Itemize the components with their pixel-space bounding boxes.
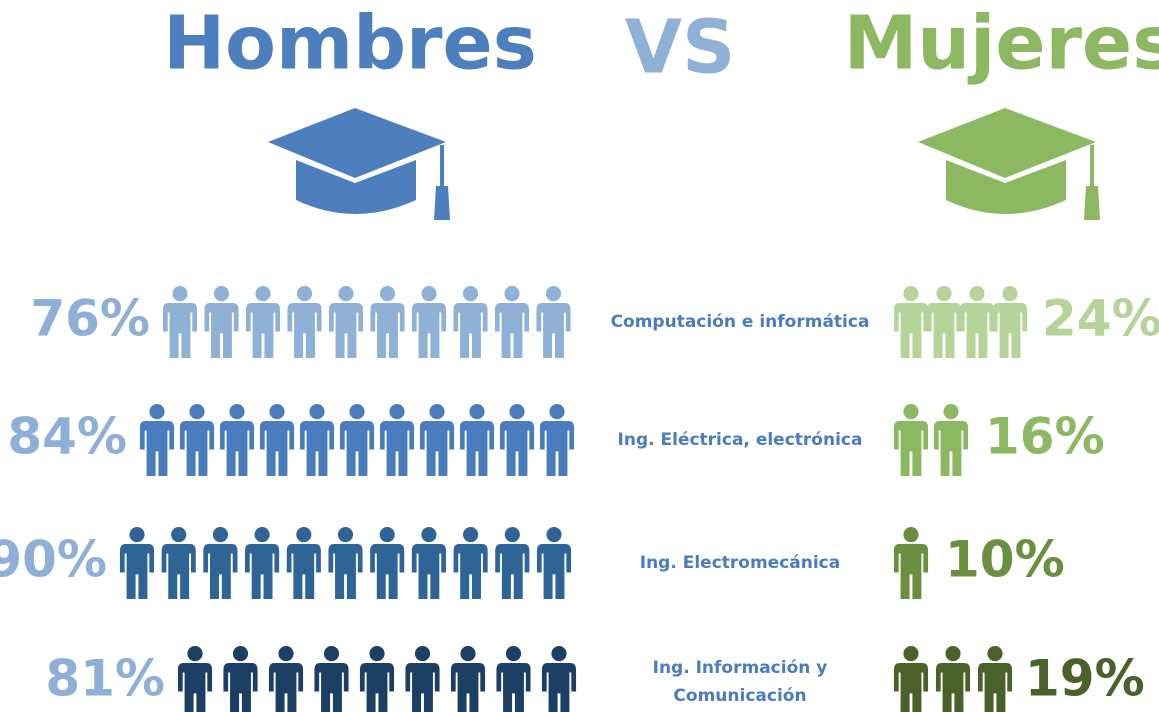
man-icon — [359, 646, 395, 712]
man-icon — [379, 404, 415, 476]
man-icon — [411, 527, 446, 599]
man-icon — [245, 527, 280, 599]
women-percent: 10% — [945, 531, 1065, 589]
title-left: Hombres — [163, 1, 537, 87]
woman-icon — [893, 404, 929, 476]
man-icon — [450, 646, 486, 712]
category: Ing. Información y — [653, 658, 828, 678]
vs: VS — [625, 5, 736, 91]
woman-icon — [933, 404, 969, 476]
man-icon — [539, 404, 575, 476]
category: Ing. Electromecánica — [640, 553, 840, 573]
man-icon — [299, 404, 335, 476]
man-icon — [314, 646, 349, 712]
row: 84% Ing. Eléctrica, electrónica 16% — [7, 404, 1105, 476]
women-percent: 24% — [1042, 290, 1159, 348]
man-icon — [119, 527, 155, 599]
row: 76% Computación e informática 24% — [30, 286, 1159, 358]
man-icon — [259, 404, 295, 476]
man-icon — [328, 286, 364, 358]
man-icon — [203, 527, 238, 599]
category: Computación e informática — [611, 312, 870, 332]
woman-icon — [926, 286, 962, 358]
row: 81% Ing. Información y Comunicación 19% — [45, 646, 1145, 712]
category: Comunicación — [673, 686, 806, 706]
men-percent: 81% — [45, 650, 165, 708]
man-icon — [411, 286, 447, 358]
man-icon — [287, 286, 322, 358]
man-icon — [162, 286, 198, 358]
man-icon — [139, 404, 175, 476]
woman-icon — [977, 646, 1013, 712]
men-percent: 90% — [0, 531, 107, 589]
woman-icon — [893, 646, 929, 712]
man-icon — [177, 646, 213, 712]
man-icon — [179, 404, 215, 476]
man-icon — [370, 527, 405, 599]
title-right: Mujeres — [844, 1, 1159, 87]
woman-icon — [893, 527, 929, 599]
men-percent: 84% — [7, 408, 127, 466]
man-icon — [339, 404, 375, 476]
man-icon — [453, 286, 488, 358]
man-icon — [536, 527, 572, 599]
man-icon — [328, 527, 363, 599]
woman-icon — [893, 286, 929, 358]
man-icon — [494, 286, 530, 358]
man-icon — [405, 646, 440, 712]
cap-right — [918, 108, 1100, 220]
man-icon — [495, 527, 530, 599]
man-icon — [541, 646, 577, 712]
man-icon — [370, 286, 405, 358]
woman-icon — [992, 286, 1028, 358]
man-icon — [161, 527, 196, 599]
man-icon — [204, 286, 239, 358]
man-icon — [219, 404, 255, 476]
men-percent: 76% — [30, 290, 150, 348]
women-percent: 16% — [985, 408, 1105, 466]
man-icon — [419, 404, 455, 476]
women-percent: 19% — [1025, 650, 1145, 708]
woman-icon — [959, 286, 995, 358]
man-icon — [286, 527, 321, 599]
man-icon — [496, 646, 531, 712]
category: Ing. Eléctrica, electrónica — [618, 430, 863, 450]
man-icon — [459, 404, 495, 476]
woman-icon — [935, 646, 971, 712]
row: 90% Ing. Electromecánica 10% — [0, 527, 1065, 599]
man-icon — [536, 286, 571, 358]
cap-left — [268, 108, 450, 220]
man-icon — [268, 646, 304, 712]
man-icon — [499, 404, 535, 476]
man-icon — [245, 286, 281, 358]
man-icon — [223, 646, 258, 712]
man-icon — [453, 527, 488, 599]
